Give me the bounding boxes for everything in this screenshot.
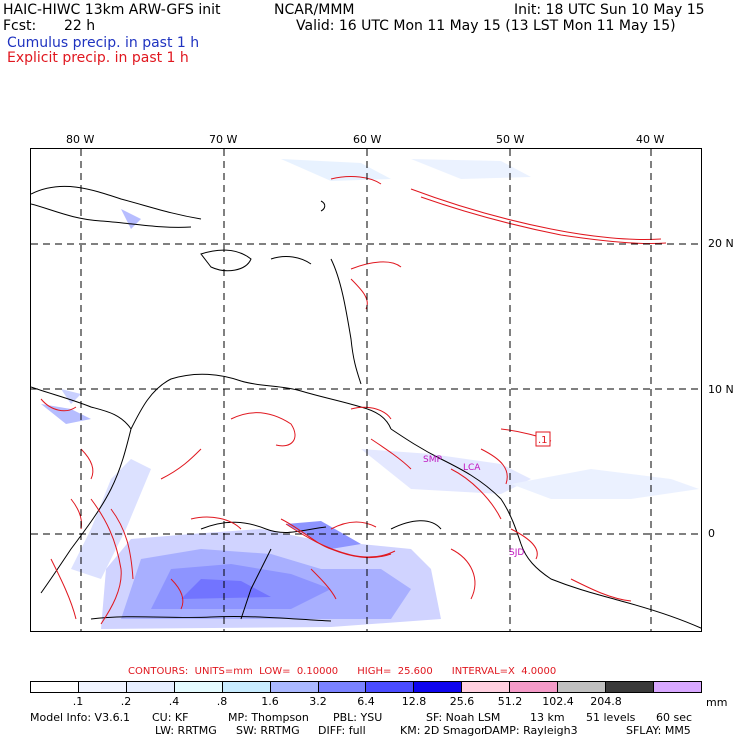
model-info-lw: LW: RRTMG: [155, 724, 217, 737]
colorbar-tick-label: .4: [168, 695, 180, 708]
colorbar-segment: [366, 682, 415, 692]
colorbar-tick-label: 25.6: [449, 695, 475, 708]
contours-low: LOW= 0.10000: [259, 666, 339, 677]
contours-units: UNITS=mm: [194, 666, 253, 677]
explicit-precip-legend: Explicit precip. in past 1 h: [7, 50, 189, 66]
station-label-smp: SMP: [423, 455, 442, 465]
contour-label-box: [535, 431, 551, 447]
colorbar-segment: [414, 682, 463, 692]
colorbar-units: mm: [706, 696, 728, 709]
colorbar-tick-label: .1: [72, 695, 84, 708]
lon-label-80w: 80 W: [66, 133, 95, 146]
colorbar-tick-label: .8: [216, 695, 228, 708]
model-info-cu: CU: KF: [152, 711, 189, 724]
model-info-sflay: SFLAY: MM5: [626, 724, 691, 737]
colorbar-tick-label: 51.2: [497, 695, 523, 708]
colorbar-segment: [653, 682, 701, 692]
lon-label-70w: 70 W: [209, 133, 238, 146]
contours-title: CONTOURS:: [128, 666, 189, 677]
coastlines: [31, 185, 701, 629]
model-info-damp: DAMP: Rayleigh3: [484, 724, 578, 737]
colorbar-segment: [462, 682, 511, 692]
model-info-pbl: PBL: YSU: [333, 711, 383, 724]
colorbar-segment: [78, 682, 127, 692]
model-info-levels: 51 levels: [586, 711, 636, 724]
colorbar-tick-label: 102.4: [542, 695, 574, 708]
lon-label-60w: 60 W: [353, 133, 382, 146]
map-canvas: SMP LCA SJD .1: [31, 149, 701, 631]
model-info-sf: SF: Noah LSM: [426, 711, 501, 724]
model-info-diff: DIFF: full: [318, 724, 366, 737]
lat-label-10n: 10 N: [708, 383, 734, 396]
model-info-mp: MP: Thompson: [228, 711, 309, 724]
model-info-version: Model Info: V3.6.1: [30, 711, 131, 724]
contours-high: HIGH= 25.600: [357, 666, 433, 677]
model-info-km: KM: 2D Smagor: [400, 724, 486, 737]
colorbar-segment: [606, 682, 654, 692]
model-info-sw: SW: RRTMG: [236, 724, 300, 737]
model-info-res: 13 km: [530, 711, 565, 724]
colorbar-segment: [558, 682, 607, 692]
model-info-timestep: 60 sec: [656, 711, 693, 724]
contours-info: CONTOURS: UNITS=mm LOW= 0.10000 HIGH= 25…: [128, 666, 556, 677]
forecast-hour: 22 h: [64, 18, 96, 34]
lon-label-40w: 40 W: [636, 133, 665, 146]
organization-label: NCAR/MMM: [274, 2, 355, 18]
model-title: HAIC-HIWC 13km ARW-GFS init: [3, 2, 221, 18]
explicit-precip-contours: [40, 176, 667, 625]
colorbar-segment: [126, 682, 175, 692]
colorbar-tick-label: 3.2: [309, 695, 327, 708]
cumulus-precip-legend: Cumulus precip. in past 1 h: [7, 35, 200, 51]
colorbar-tick-label: .2: [120, 695, 132, 708]
colorbar-segment: [270, 682, 319, 692]
station-label-sjd: SJD: [509, 548, 524, 558]
colorbar-tick-label: 1.6: [261, 695, 279, 708]
init-time: Init: 18 UTC Sun 10 May 15: [514, 2, 705, 18]
colorbar-tick-label: 6.4: [357, 695, 375, 708]
colorbar-tick-label: 204.8: [590, 695, 622, 708]
forecast-label: Fcst:: [3, 18, 37, 34]
colorbar-segment: [318, 682, 367, 692]
contour-label: .1: [538, 435, 548, 446]
precip-colorbar: [30, 681, 702, 693]
lat-label-0: 0: [708, 527, 715, 540]
contours-interval: INTERVAL=X 4.0000: [451, 666, 557, 677]
lat-lon-grid: [31, 149, 701, 631]
precip-map: SMP LCA SJD .1: [30, 148, 702, 632]
colorbar-segment: [31, 682, 79, 692]
colorbar-segment: [510, 682, 559, 692]
lat-label-20n: 20 N: [708, 237, 734, 250]
colorbar-tick-label: 12.8: [401, 695, 427, 708]
colorbar-segment: [174, 682, 223, 692]
valid-time: Valid: 16 UTC Mon 11 May 15 (13 LST Mon …: [296, 18, 676, 34]
lon-label-50w: 50 W: [496, 133, 525, 146]
cumulus-precip-shading: [41, 159, 699, 629]
station-label-lca: LCA: [463, 463, 481, 473]
colorbar-segment: [222, 682, 271, 692]
